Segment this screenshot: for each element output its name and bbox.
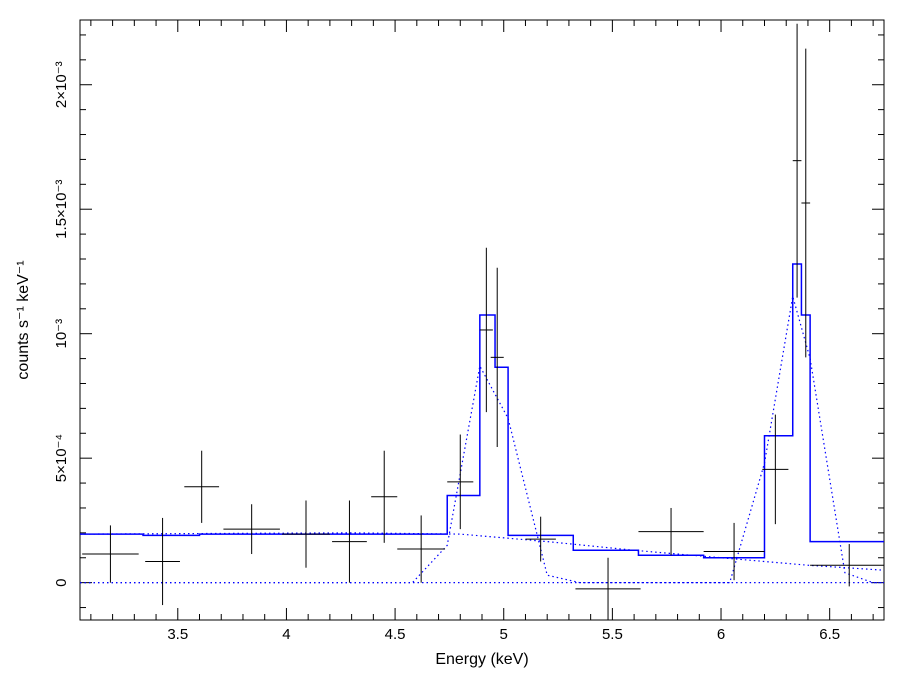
y-tick-label: 0 — [53, 578, 70, 586]
x-tick-label: 5.5 — [602, 626, 623, 643]
data-point — [792, 23, 802, 298]
data-point — [479, 247, 493, 413]
model-line1-dotted-line — [80, 364, 884, 584]
data-point — [397, 515, 446, 583]
y-tick-label: 5×10⁻⁴ — [53, 434, 70, 482]
data-point — [638, 507, 704, 556]
data-point — [82, 525, 139, 583]
x-tick-label: 4 — [282, 626, 290, 643]
data-point — [332, 500, 367, 583]
data-point — [447, 434, 474, 530]
data-point — [801, 48, 811, 358]
data-point — [525, 516, 556, 562]
model-total-step-line — [80, 263, 884, 559]
data-point — [810, 544, 884, 587]
y-axis-title: counts s⁻¹ keV⁻¹ — [15, 260, 32, 379]
data-point — [223, 504, 280, 555]
x-axis-title: Energy (keV) — [435, 651, 528, 668]
data-point — [184, 450, 220, 523]
x-tick-label: 6 — [717, 626, 725, 643]
x-tick-label: 5 — [500, 626, 508, 643]
y-tick-label: 10⁻³ — [53, 319, 70, 349]
y-tick-label: 1.5×10⁻³ — [53, 180, 70, 239]
y-tick-label: 2×10⁻³ — [53, 61, 70, 108]
data-point — [762, 414, 789, 525]
x-tick-label: 6.5 — [819, 626, 840, 643]
data-point — [371, 450, 398, 543]
x-tick-label: 3.5 — [167, 626, 188, 643]
data-point — [490, 267, 504, 447]
data-point — [282, 500, 330, 568]
data-point — [575, 557, 641, 620]
x-tick-label: 4.5 — [385, 626, 406, 643]
data-point — [703, 522, 765, 581]
model-line2-dotted-line — [80, 296, 884, 584]
plot-frame — [79, 19, 885, 621]
data-point — [145, 517, 180, 606]
